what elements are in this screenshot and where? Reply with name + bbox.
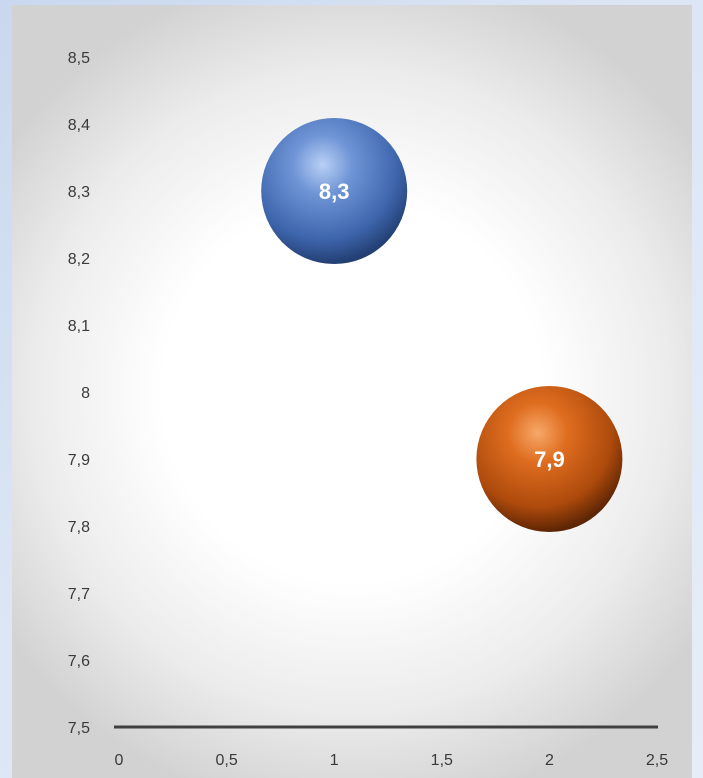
y-tick-label: 8 [81, 385, 90, 402]
bubble-data-label: 8,3 [319, 179, 350, 204]
x-tick-label: 1,5 [431, 752, 453, 769]
y-tick-label: 7,7 [68, 586, 90, 603]
chart-area: 7,5 7,6 7,7 7,8 7,9 8 8,1 8,2 8,3 8,4 8,5 0 0,5 1 1,5… [12, 5, 692, 778]
y-tick-label: 8,1 [68, 318, 90, 335]
x-tick-label: 0,5 [215, 752, 237, 769]
y-tick-label: 8,4 [68, 117, 90, 134]
bubble-data-label: 7,9 [534, 447, 565, 472]
y-tick-label: 7,5 [68, 720, 90, 737]
y-tick-label: 8,3 [68, 184, 90, 201]
bubble-series: 8,3 7,9 [261, 118, 623, 532]
x-tick-label: 1 [330, 752, 339, 769]
x-tick-label: 2,5 [646, 752, 668, 769]
x-tick-label: 2 [545, 752, 554, 769]
x-axis: 0 0,5 1 1,5 2 2,5 [115, 752, 669, 769]
bubble-point [261, 118, 408, 264]
bubble-chart: 7,5 7,6 7,7 7,8 7,9 8 8,1 8,2 8,3 8,4 8,5 0 0,5 1 1,5… [68, 50, 669, 769]
y-tick-label: 7,9 [68, 452, 90, 469]
y-tick-label: 7,8 [68, 519, 90, 536]
y-tick-label: 8,2 [68, 251, 90, 268]
y-tick-label: 7,6 [68, 653, 90, 670]
bubble-point [476, 386, 623, 532]
x-tick-label: 0 [115, 752, 124, 769]
y-tick-label: 8,5 [68, 50, 90, 67]
y-axis: 7,5 7,6 7,7 7,8 7,9 8 8,1 8,2 8,3 8,4 8,5 [68, 50, 90, 737]
